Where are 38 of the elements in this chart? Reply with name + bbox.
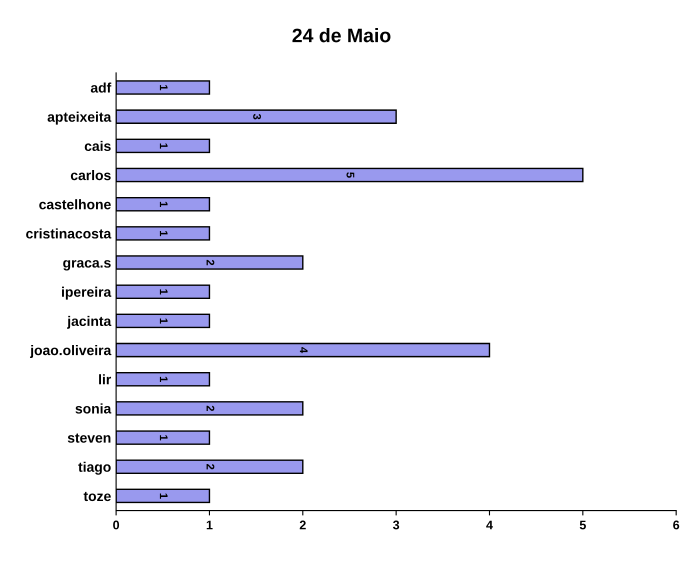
data-label: 4 bbox=[300, 347, 308, 354]
data-label: 1 bbox=[160, 289, 168, 294]
data-label: 1 bbox=[160, 435, 168, 440]
y-tick-label: ipereira bbox=[62, 286, 112, 300]
y-tick-label: sonia bbox=[75, 403, 112, 414]
y-tick-label: toze bbox=[84, 492, 111, 502]
y-tick-label: castelhone bbox=[39, 199, 111, 210]
chart-title: 24 de Maio bbox=[292, 28, 390, 42]
y-tick-label: steven bbox=[68, 434, 110, 443]
data-label: 1 bbox=[160, 230, 168, 236]
data-label: 1 bbox=[160, 85, 168, 90]
data-label: 1 bbox=[160, 143, 168, 149]
data-label: 1 bbox=[160, 376, 168, 382]
y-tick-label: carlos bbox=[70, 170, 111, 180]
data-label: 1 bbox=[160, 318, 168, 324]
y-tick-label: joao.oliveira bbox=[30, 345, 112, 358]
y-tick-label: adf bbox=[90, 82, 112, 93]
x-tick-label: 5 bbox=[580, 520, 586, 530]
y-tick-label: cristinacosta bbox=[26, 228, 112, 239]
data-label: 5 bbox=[346, 172, 354, 178]
x-tick-label: 2 bbox=[300, 520, 306, 530]
data-label: 3 bbox=[253, 114, 262, 120]
y-tick-label: apteixeita bbox=[48, 112, 112, 125]
x-tick-label: 0 bbox=[113, 520, 120, 530]
data-label: 1 bbox=[160, 202, 168, 207]
x-tick-label: 4 bbox=[486, 520, 493, 530]
data-label: 2 bbox=[206, 464, 214, 470]
data-label: 2 bbox=[206, 406, 214, 412]
y-tick-label: cais bbox=[84, 140, 111, 152]
x-tick-label: 1 bbox=[206, 520, 213, 530]
x-tick-label: 6 bbox=[673, 520, 680, 530]
y-tick-label: lir bbox=[99, 374, 112, 384]
y-tick-label: graca.s bbox=[63, 260, 111, 270]
data-label: 2 bbox=[206, 260, 214, 266]
x-tick-label: 3 bbox=[392, 520, 400, 530]
y-tick-label: jacinta bbox=[67, 316, 112, 329]
y-tick-label: tiago bbox=[78, 462, 111, 475]
data-label: 1 bbox=[160, 494, 168, 499]
